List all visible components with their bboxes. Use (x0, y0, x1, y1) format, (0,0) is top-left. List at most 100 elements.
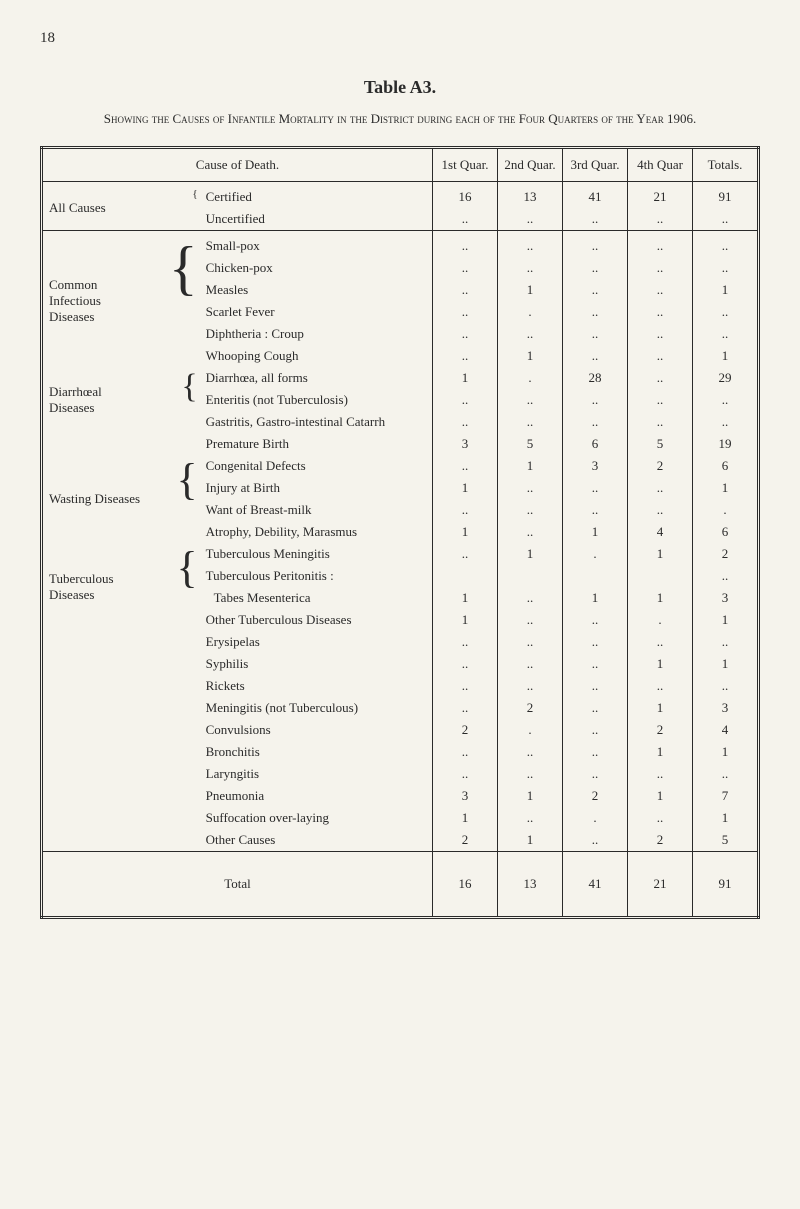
cell-value: .. (433, 345, 498, 367)
cell-value: .. (693, 565, 759, 587)
cell-value: 1 (433, 521, 498, 543)
cell-value: .. (628, 301, 693, 323)
cell-value: . (563, 543, 628, 565)
cell-label: Diarrhœa, all forms (200, 367, 433, 389)
cell-value: .. (693, 323, 759, 345)
cell-value: 1 (433, 609, 498, 631)
cell-value: .. (563, 675, 628, 697)
cell-value (498, 565, 563, 587)
table-title: Table A3. (40, 77, 760, 98)
cell-value: .. (628, 279, 693, 301)
cell-value: .. (433, 411, 498, 433)
cell-value: .. (498, 499, 563, 521)
cell-value: .. (433, 455, 498, 477)
cell-value: .. (498, 477, 563, 499)
cell-value: .. (433, 235, 498, 257)
cell-value: 1 (433, 367, 498, 389)
cell-value: .. (628, 389, 693, 411)
cell-label: Other Causes (200, 829, 433, 852)
total-row: Total 16 13 41 21 91 (42, 852, 759, 918)
cell-value: .. (563, 719, 628, 741)
cell-value: .. (628, 345, 693, 367)
cell-value: 28 (563, 367, 628, 389)
table-row: Wasting Diseases { Congenital Defects ..… (42, 455, 759, 477)
cell-value: .. (498, 257, 563, 279)
cell-value: 2 (433, 719, 498, 741)
cell-value: 1 (498, 455, 563, 477)
cell-value: 91 (693, 186, 759, 208)
page-number: 18 (40, 30, 760, 47)
cell-value: .. (433, 323, 498, 345)
cell-label: Syphilis (200, 653, 433, 675)
brace-icon: { (155, 455, 200, 543)
cell-value: 19 (693, 433, 759, 455)
cell-value: 4 (628, 521, 693, 543)
cell-value: 1 (628, 587, 693, 609)
cell-value: .. (628, 675, 693, 697)
header-q1: 1st Quar. (433, 148, 498, 182)
table-row: Syphilis .. .. .. 1 1 (42, 653, 759, 675)
table-header-row: Cause of Death. 1st Quar. 2nd Quar. 3rd … (42, 148, 759, 182)
cell-label: Erysipelas (200, 631, 433, 653)
total-label: Total (42, 852, 433, 918)
cell-label: Want of Breast-milk (200, 499, 433, 521)
cell-value: 1 (693, 477, 759, 499)
table-row: Meningitis (not Tuberculous) .. 2 .. 1 3 (42, 697, 759, 719)
cell-value: .. (563, 389, 628, 411)
cell-value: .. (563, 763, 628, 785)
cell-value: 5 (628, 433, 693, 455)
mortality-table: Cause of Death. 1st Quar. 2nd Quar. 3rd … (40, 146, 760, 919)
group-all-causes: All Causes (42, 186, 156, 231)
cell-value: 3 (433, 785, 498, 807)
cell-value: . (693, 499, 759, 521)
cell-value: .. (498, 631, 563, 653)
total-q1: 16 (433, 852, 498, 918)
cell-value: .. (628, 807, 693, 829)
cell-value: 3 (563, 455, 628, 477)
table-row: Diarrhœal Diseases { Diarrhœa, all forms… (42, 367, 759, 389)
table-row: All Causes { Certified 16 13 41 21 91 (42, 186, 759, 208)
cell-value: 41 (563, 186, 628, 208)
header-cause: Cause of Death. (42, 148, 433, 182)
cell-value: 1 (433, 477, 498, 499)
cell-value: .. (433, 631, 498, 653)
cell-value: .. (433, 697, 498, 719)
cell-label: Suffocation over-laying (200, 807, 433, 829)
cell-value: .. (433, 653, 498, 675)
cell-value: . (628, 609, 693, 631)
cell-value: 3 (693, 697, 759, 719)
cell-value: .. (433, 763, 498, 785)
cell-value: .. (563, 741, 628, 763)
cell-value: 1 (693, 807, 759, 829)
cell-value: 1 (693, 653, 759, 675)
cell-value: 2 (563, 785, 628, 807)
cell-value: .. (693, 257, 759, 279)
cell-value: 2 (628, 455, 693, 477)
cell-value: .. (693, 208, 759, 231)
cell-value: .. (563, 477, 628, 499)
cell-value: .. (498, 675, 563, 697)
cell-value: .. (563, 829, 628, 852)
brace-icon: { (155, 186, 200, 231)
cell-value: .. (693, 389, 759, 411)
cell-value: .. (498, 763, 563, 785)
cell-value: 1 (628, 653, 693, 675)
cell-value: 1 (628, 741, 693, 763)
table-row: Suffocation over-laying 1 .. . .. 1 (42, 807, 759, 829)
cell-value: .. (433, 208, 498, 231)
cell-label: Meningitis (not Tuberculous) (200, 697, 433, 719)
cell-value: .. (563, 345, 628, 367)
cell-value: 6 (693, 455, 759, 477)
cell-value: .. (563, 411, 628, 433)
cell-value: 3 (433, 433, 498, 455)
cell-value: .. (498, 653, 563, 675)
cell-label: Laryngitis (200, 763, 433, 785)
cell-value: 1 (563, 521, 628, 543)
cell-value: 1 (628, 543, 693, 565)
cell-value: . (498, 367, 563, 389)
cell-value: 2 (628, 829, 693, 852)
table-row: Bronchitis .. .. .. 1 1 (42, 741, 759, 763)
table-row: Other Causes 2 1 .. 2 5 (42, 829, 759, 852)
cell-label: Rickets (200, 675, 433, 697)
cell-value: .. (433, 301, 498, 323)
